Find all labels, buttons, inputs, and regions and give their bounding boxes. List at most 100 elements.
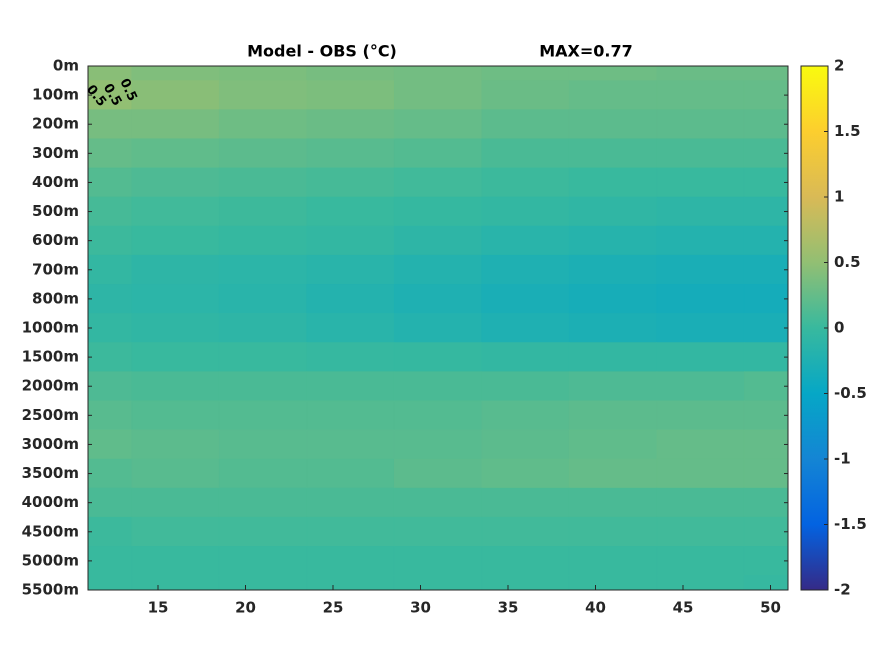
- cell: [306, 167, 395, 198]
- cell: [306, 575, 395, 591]
- y-tick-label: 800m: [32, 289, 79, 307]
- y-tick-label: 1000m: [22, 319, 79, 337]
- y-tick-label: 2000m: [22, 377, 79, 395]
- cell: [656, 138, 745, 169]
- cell: [131, 196, 220, 227]
- cell: [743, 167, 789, 198]
- y-tick-label: 1500m: [22, 348, 79, 366]
- cell: [743, 487, 789, 518]
- cell: [656, 458, 745, 489]
- cell: [306, 196, 395, 227]
- cell: [656, 429, 745, 460]
- cell: [743, 109, 789, 140]
- cell: [87, 458, 133, 489]
- x-tick-label: 35: [498, 599, 519, 617]
- cell: [743, 80, 789, 110]
- cell: [393, 342, 483, 372]
- cell: [481, 196, 570, 227]
- cell: [568, 254, 658, 285]
- cell: [568, 65, 658, 81]
- cell: [481, 167, 570, 198]
- cell: [87, 546, 133, 576]
- cell: [568, 109, 658, 140]
- cell: [481, 429, 570, 460]
- cell: [743, 575, 789, 591]
- cell: [481, 109, 570, 140]
- cell: [306, 342, 395, 372]
- cell: [306, 371, 395, 402]
- cell: [131, 429, 220, 460]
- cell: [656, 546, 745, 576]
- cell: [218, 80, 308, 110]
- cell: [131, 80, 220, 110]
- cell: [481, 516, 570, 547]
- x-tick-label: 45: [673, 599, 694, 617]
- cell: [306, 546, 395, 576]
- cell: [131, 516, 220, 547]
- cell: [743, 313, 789, 343]
- cell: [218, 516, 308, 547]
- cell: [656, 313, 745, 343]
- colorbar-tick-label: 0: [834, 319, 844, 337]
- cell: [306, 487, 395, 518]
- cell: [393, 167, 483, 198]
- colorbar-tick-label: 0.5: [834, 253, 861, 271]
- cell: [568, 284, 658, 314]
- y-tick-label: 300m: [32, 144, 79, 162]
- cell: [481, 371, 570, 402]
- cell: [568, 138, 658, 169]
- cell: [481, 342, 570, 372]
- cell: [743, 546, 789, 576]
- cell: [656, 400, 745, 431]
- heatmap: [87, 65, 789, 591]
- cell: [218, 575, 308, 591]
- cell: [656, 284, 745, 314]
- cell: [568, 225, 658, 256]
- cell: [131, 284, 220, 314]
- annotation: MAX=0.77: [539, 42, 633, 61]
- cell: [131, 575, 220, 591]
- cell: [87, 516, 133, 547]
- cell: [87, 167, 133, 198]
- cell: [656, 342, 745, 372]
- cell: [131, 65, 220, 81]
- chart-title: Model - OBS (°C): [247, 42, 397, 61]
- cell: [568, 342, 658, 372]
- cell: [393, 313, 483, 343]
- cell: [656, 109, 745, 140]
- cell: [306, 254, 395, 285]
- cell: [218, 342, 308, 372]
- cell: [87, 138, 133, 169]
- cell: [393, 400, 483, 431]
- cell: [743, 225, 789, 256]
- cell: [306, 65, 395, 81]
- cell: [481, 138, 570, 169]
- cell: [743, 65, 789, 81]
- cell: [481, 65, 570, 81]
- cell: [393, 487, 483, 518]
- cell: [393, 109, 483, 140]
- cell: [218, 254, 308, 285]
- cell: [743, 138, 789, 169]
- cell: [306, 458, 395, 489]
- x-tick-label: 15: [148, 599, 169, 617]
- cell: [393, 225, 483, 256]
- cell: [393, 138, 483, 169]
- cell: [393, 284, 483, 314]
- cell: [656, 80, 745, 110]
- cell: [87, 487, 133, 518]
- cell: [568, 516, 658, 547]
- cell: [656, 575, 745, 591]
- cell: [568, 196, 658, 227]
- cell: [131, 167, 220, 198]
- cell: [393, 371, 483, 402]
- cell: [743, 254, 789, 285]
- y-tick-label: 3000m: [22, 435, 79, 453]
- cell: [306, 138, 395, 169]
- cell: [568, 458, 658, 489]
- cell: [743, 458, 789, 489]
- y-tick-label: 400m: [32, 173, 79, 191]
- cell: [87, 400, 133, 431]
- cell: [218, 546, 308, 576]
- y-tick-label: 5500m: [22, 581, 79, 599]
